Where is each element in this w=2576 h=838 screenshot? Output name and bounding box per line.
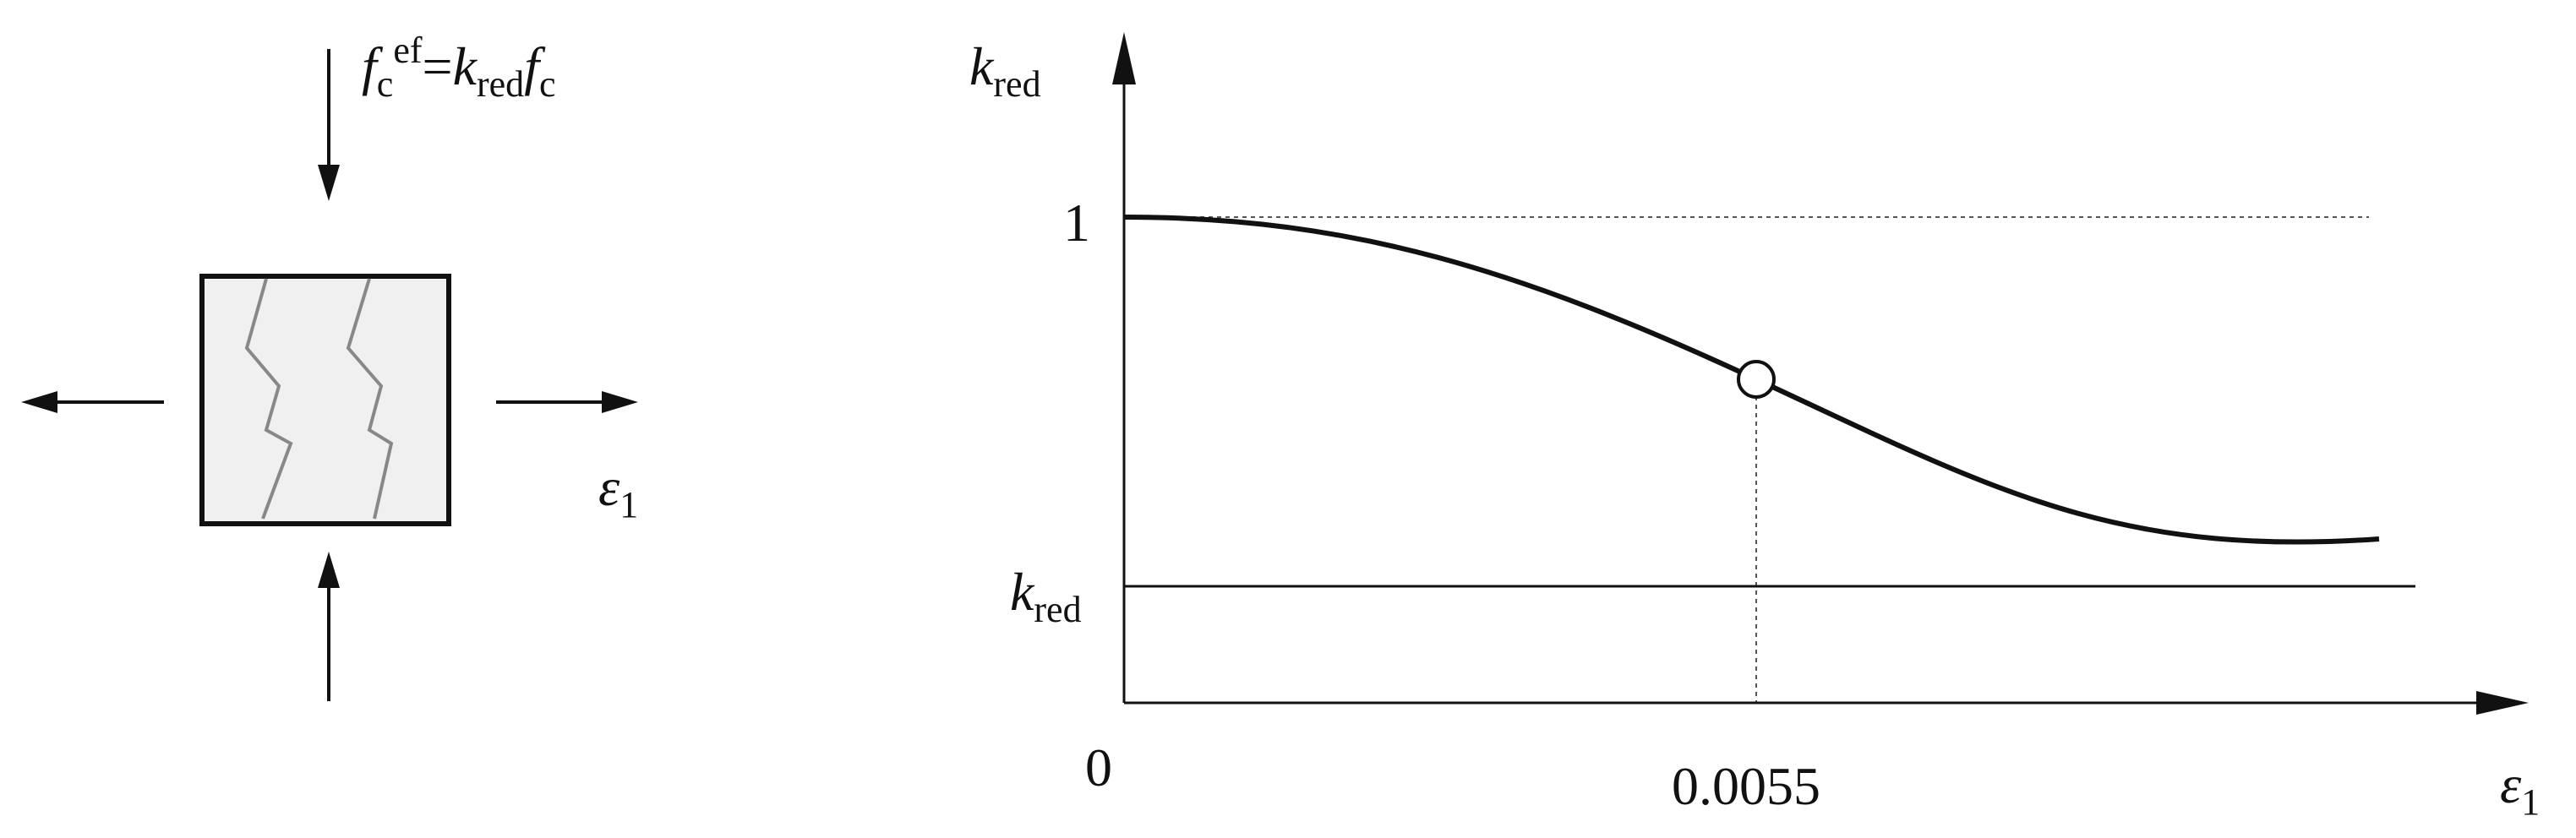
subscript: red (993, 63, 1040, 105)
x-axis-label: ε1 (2500, 754, 2540, 823)
superscript: ef (393, 30, 423, 71)
arrow-head (602, 391, 638, 413)
y-axis-label: kred (969, 36, 1041, 105)
concrete-element (199, 274, 451, 526)
subscript: c (377, 63, 394, 105)
subscript: 1 (619, 484, 638, 525)
crack (244, 278, 293, 520)
origin-label: 0 (1085, 737, 1112, 797)
symbol: k (969, 36, 995, 96)
subscript: red (1034, 589, 1081, 630)
crack (346, 278, 394, 520)
symbol: k (453, 36, 478, 96)
arrow-head (21, 391, 57, 413)
y-tick-label: 1 (1063, 193, 1090, 253)
strain-label: ε1 (598, 457, 638, 525)
formula: fcef=kredfc (362, 30, 556, 105)
arrow-head (2476, 691, 2529, 715)
subscript: red (477, 63, 524, 105)
x-tick-label: 0.0055 (1672, 756, 1820, 816)
symbol: k (1010, 562, 1035, 622)
point (1737, 360, 1776, 399)
arrows (21, 49, 638, 701)
equals: = (423, 36, 453, 96)
minimum-label: kred (1010, 562, 1082, 630)
subscript: c (539, 63, 556, 105)
symbol: ε (2500, 754, 2522, 814)
subscript: 1 (2521, 781, 2540, 823)
arrow-head (318, 552, 340, 588)
arrow-head (1112, 32, 1136, 84)
symbol: ε (598, 457, 620, 517)
arrow-head (318, 165, 340, 201)
